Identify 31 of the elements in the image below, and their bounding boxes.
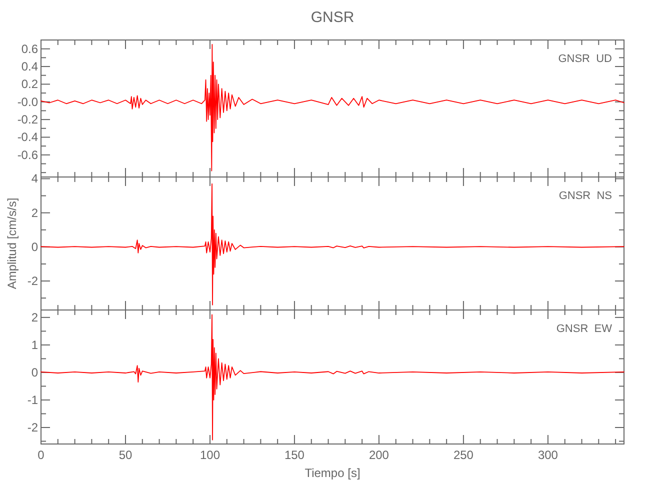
y-tick-label: -0.4 [17,130,38,144]
y-tick-label: 0 [31,365,38,380]
y-tick-label: 2 [31,206,38,220]
annotation: GNSR EW [556,323,613,335]
y-tick-label: 0.6 [21,42,38,56]
annotation: GNSR UD [558,53,612,65]
chart-title: GNSR [310,9,354,26]
y-tick-label: 2 [31,310,38,324]
x-tick-label: 150 [284,448,305,462]
y-tick-label: 0.4 [21,60,38,74]
line-series [40,183,624,306]
x-axis-title: Tiempo [s] [304,466,360,480]
x-tick-label: 300 [538,448,558,462]
y-tick-label: 1 [31,338,38,352]
y-tick-label: -1 [27,392,38,407]
y-tick-label: -2 [27,420,38,434]
x-tick-label: 250 [453,448,474,462]
line-series [40,314,624,440]
y-tick-label: -2 [27,274,38,288]
y-tick-label: -0.2 [17,112,38,127]
line-series [40,44,624,172]
y-tick-label: 0 [31,240,38,254]
y-tick-label: -0.0 [17,94,38,109]
y-tick-label: -0.6 [17,148,38,162]
y-tick-label: 4 [31,172,38,186]
x-tick-label: 50 [118,448,132,462]
y-tick-label: 0.2 [21,77,38,92]
x-tick-label: 100 [200,448,220,462]
annotation: GNSR NS [558,190,612,202]
x-tick-label: 200 [368,448,390,462]
y-axis-title: Amplitud [cm/s/s] [5,198,19,290]
